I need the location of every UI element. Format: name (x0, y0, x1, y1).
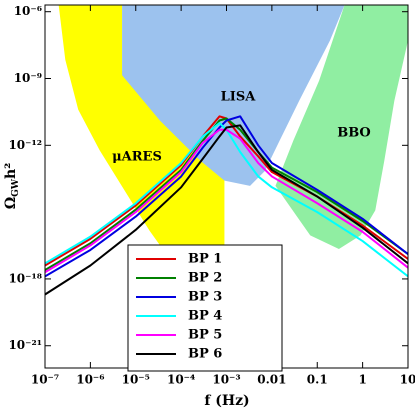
legend-label: BP 6 (188, 347, 222, 362)
x-tick-label: 10⁻³ (212, 373, 240, 387)
x-axis-label: f (Hz) (204, 393, 249, 409)
x-tick-label: 10⁻⁶ (76, 373, 104, 387)
y-label-h: h² (3, 163, 19, 179)
y-tick-label: 10⁻⁹ (14, 71, 42, 85)
legend-label: BP 4 (188, 309, 222, 324)
x-tick-label: 0.1 (307, 373, 328, 387)
legend-label: BP 2 (188, 271, 222, 286)
legend-label: BP 5 (188, 328, 222, 343)
y-label-omega: Ω (3, 197, 19, 209)
region-label: BBO (337, 126, 371, 141)
x-tick-label: 1 (358, 373, 366, 387)
legend-label: BP 1 (188, 252, 222, 267)
series-line (45, 117, 408, 271)
region-label: LISA (221, 90, 257, 105)
series-line (45, 124, 408, 296)
region-label: μARES (112, 150, 162, 165)
y-tick-label: 10⁻²¹ (8, 338, 42, 352)
y-axis-label: ΩGWh² (3, 163, 21, 210)
y-tick-label: 10⁻⁶ (14, 4, 42, 18)
x-tick-label: 10 (400, 373, 415, 387)
legend-box (127, 244, 283, 372)
x-tick-label: 10⁻⁵ (122, 373, 150, 387)
series-line (45, 128, 408, 274)
legend-label: BP 3 (188, 290, 222, 305)
x-tick-label: 10⁻⁴ (167, 373, 195, 387)
legend: BP 1 BP 2 BP 3 BP 4 BP 5 BP 6 (127, 244, 283, 372)
x-tick-label: 0.01 (257, 373, 286, 387)
lines (45, 115, 408, 296)
axes: 10⁻⁷ 10⁻⁶ 10⁻⁵ 10⁻⁴ 10⁻³ 0.01 0.1 1 10 10⁻⁶ 10⁻⁹ 10… (8, 4, 415, 386)
series-line (45, 115, 408, 278)
y-label-sub: GW (11, 178, 21, 197)
y-tick-label: 10⁻¹⁸ (8, 271, 42, 285)
sensitivity-region (122, 5, 345, 186)
x-tick-label: 10⁻⁷ (31, 373, 59, 387)
y-tick-label: 10⁻¹² (8, 138, 42, 152)
